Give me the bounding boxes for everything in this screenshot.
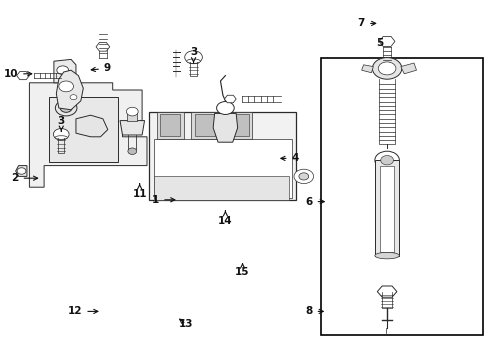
Polygon shape	[401, 63, 416, 74]
Bar	[225, 112, 252, 139]
Bar	[157, 112, 184, 139]
Circle shape	[17, 168, 26, 174]
Polygon shape	[76, 115, 108, 137]
Polygon shape	[16, 166, 27, 176]
Circle shape	[126, 107, 138, 116]
Polygon shape	[120, 121, 145, 135]
Polygon shape	[54, 59, 76, 83]
Bar	[154, 176, 289, 200]
Ellipse shape	[55, 136, 68, 139]
Polygon shape	[224, 95, 236, 103]
Bar	[149, 112, 296, 200]
Circle shape	[375, 151, 399, 169]
Bar	[49, 97, 118, 162]
Bar	[229, 114, 249, 136]
Circle shape	[57, 66, 69, 75]
Bar	[191, 112, 218, 139]
Text: 4: 4	[281, 153, 299, 163]
Circle shape	[59, 81, 74, 92]
Polygon shape	[56, 70, 83, 110]
Circle shape	[299, 173, 309, 180]
Bar	[160, 114, 180, 136]
Bar	[380, 166, 394, 252]
Ellipse shape	[187, 59, 200, 63]
Circle shape	[381, 156, 393, 165]
Polygon shape	[96, 42, 110, 51]
Text: 14: 14	[218, 211, 233, 226]
Polygon shape	[379, 36, 395, 46]
Circle shape	[128, 148, 137, 154]
Bar	[195, 114, 215, 136]
Circle shape	[372, 58, 402, 79]
Polygon shape	[377, 286, 397, 297]
Bar	[375, 160, 399, 256]
Circle shape	[294, 169, 314, 184]
Text: 8: 8	[305, 306, 323, 316]
Circle shape	[217, 102, 234, 114]
Circle shape	[378, 62, 396, 75]
Text: 6: 6	[305, 197, 324, 207]
Circle shape	[70, 95, 77, 100]
Polygon shape	[17, 72, 29, 80]
Polygon shape	[213, 113, 238, 142]
Text: 5: 5	[376, 38, 383, 48]
Circle shape	[60, 104, 72, 112]
Text: 7: 7	[358, 18, 376, 28]
Bar	[321, 58, 483, 335]
Text: 9: 9	[91, 63, 111, 73]
Ellipse shape	[375, 252, 399, 259]
Text: 12: 12	[68, 306, 98, 316]
Circle shape	[185, 51, 202, 64]
Text: 13: 13	[179, 319, 194, 329]
Text: 10: 10	[3, 69, 32, 79]
Bar	[154, 139, 292, 198]
Text: 15: 15	[235, 264, 250, 277]
Polygon shape	[29, 83, 147, 187]
Text: 3: 3	[190, 47, 197, 63]
Text: 3: 3	[58, 116, 65, 131]
Polygon shape	[362, 65, 373, 73]
Text: 2: 2	[11, 173, 38, 183]
Circle shape	[53, 129, 69, 140]
Text: 1: 1	[152, 195, 175, 205]
Bar	[127, 112, 137, 121]
Text: 11: 11	[132, 184, 147, 199]
